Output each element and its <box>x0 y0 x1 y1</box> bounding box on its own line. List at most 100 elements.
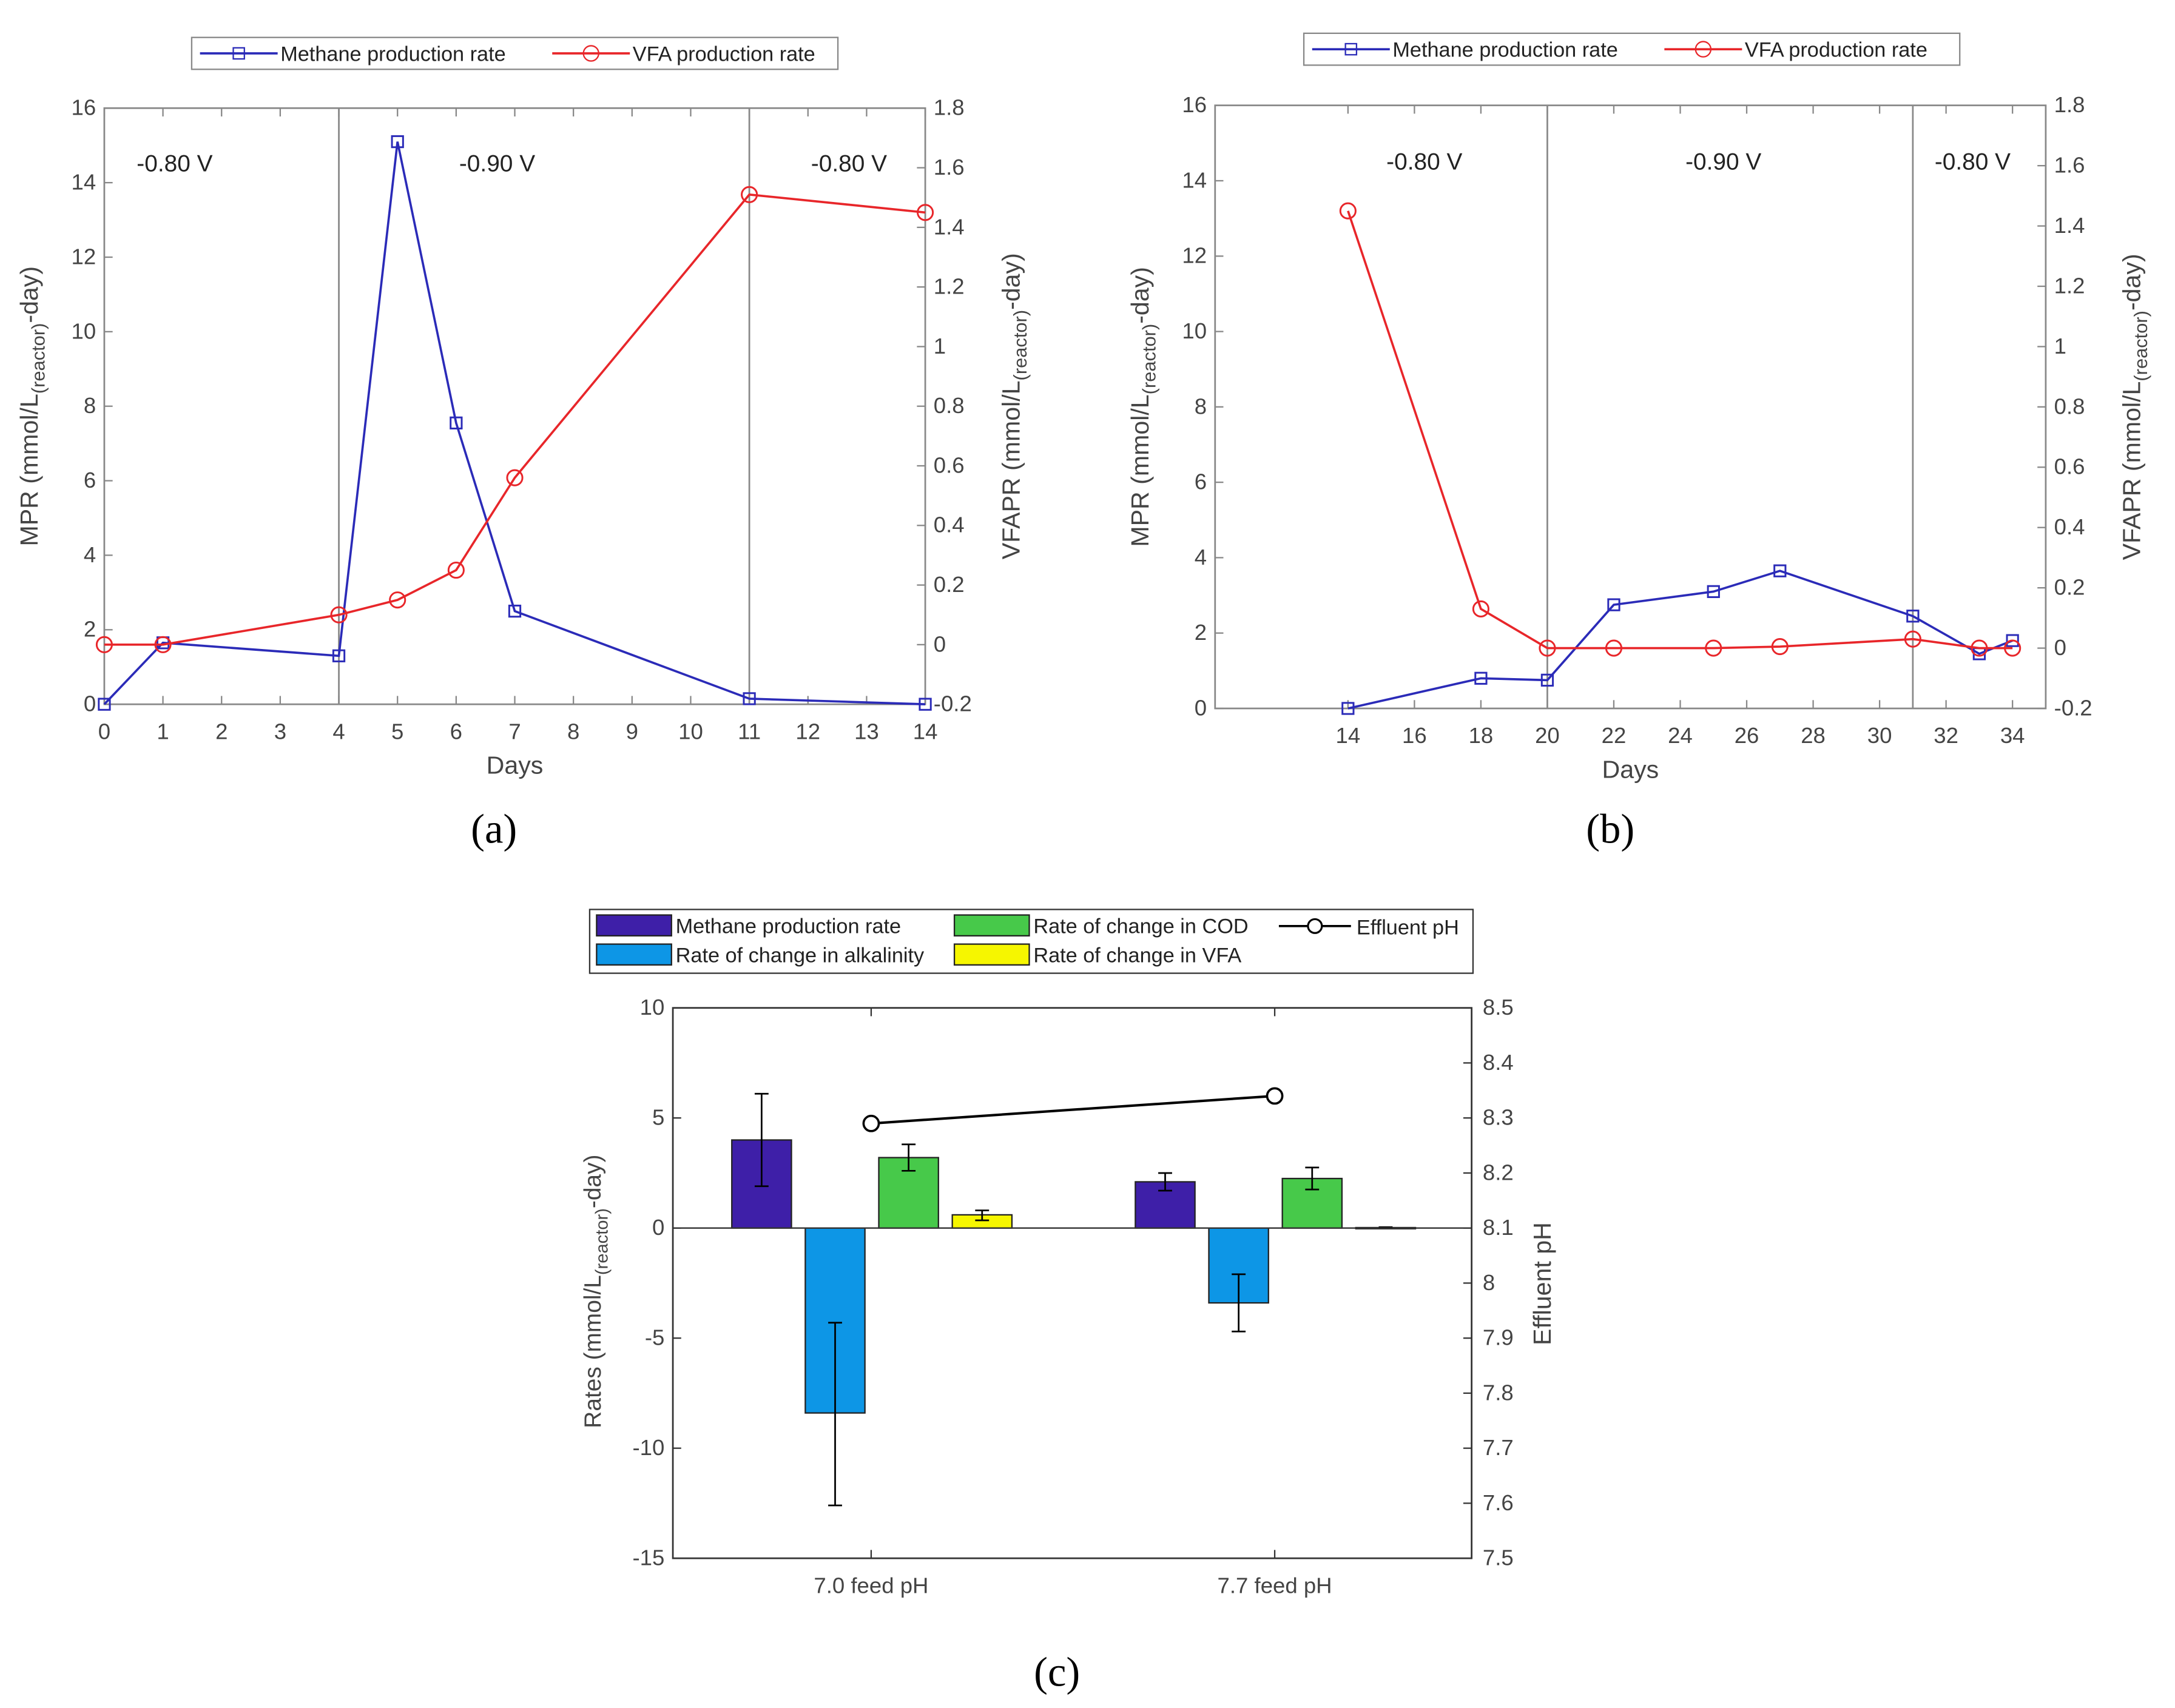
legend-swatch <box>596 914 672 936</box>
y2-tick-label: 7.9 <box>1483 1325 1514 1350</box>
legend-box <box>1303 32 1961 66</box>
y2-axis-label-sub: (reactor) <box>2130 311 2151 382</box>
y-axis-label: MPR (mmol/L(reactor)-day) <box>1126 267 1159 547</box>
x-tick-label: 30 <box>1867 723 1892 748</box>
y2-tick-label: 1.2 <box>934 274 965 299</box>
x-axis-label: Days <box>1602 755 1659 783</box>
x-tick-label: 22 <box>1602 723 1627 748</box>
data-point-marker <box>506 469 524 486</box>
x-tick-label: 7.0 feed pH <box>814 1573 928 1598</box>
plot-frame <box>103 107 926 705</box>
panel-c: -15 -10 -5 0 5 10 7.5 7.6 7.7 7.8 7.9 8 8.1 8.2 8.3 8.4… <box>580 909 1556 1598</box>
y2-axis-label-sub: (reactor) <box>1010 310 1031 381</box>
data-point-marker <box>389 591 406 609</box>
y-tick-label: 10 <box>1182 318 1207 343</box>
legend-circle-marker-icon <box>1694 41 1712 58</box>
y2-axis-label: VFAPR (mmol/L(reactor)-day) <box>997 253 1031 559</box>
data-point-marker <box>1472 600 1489 618</box>
y-axis-label: MPR (mmol/L(reactor)-day) <box>15 266 49 546</box>
x-tick-label: 14 <box>913 719 938 744</box>
data-point-marker <box>1971 639 1988 657</box>
data-point-marker <box>447 561 465 579</box>
y-tick-label: 10 <box>72 318 96 343</box>
y2-tick-label: 0.2 <box>2054 575 2085 600</box>
y-tick-label: 4 <box>84 542 96 567</box>
y2-tick-label: 0 <box>934 631 946 656</box>
x-tick-label: 13 <box>854 719 879 744</box>
data-point-marker <box>1339 202 1357 220</box>
y2-tick-label: 1.6 <box>2054 153 2085 178</box>
y2-tick-label: 0.8 <box>2054 394 2085 419</box>
y-tick-label: 0 <box>84 691 96 716</box>
data-point-marker <box>1904 630 1921 648</box>
ph-point-marker <box>1266 1087 1284 1105</box>
y2-axis-label-end: -day) <box>997 253 1025 310</box>
y-axis-label-end: -day) <box>1126 267 1154 324</box>
data-point-marker <box>1605 639 1623 657</box>
y2-tick-label: 1 <box>934 334 946 358</box>
y2-tick-label: 0.6 <box>934 452 965 477</box>
plot-frame <box>1214 104 2047 710</box>
y-axis-label-end: -day) <box>15 266 43 323</box>
y2-tick-label: 8.5 <box>1483 995 1514 1020</box>
data-point-marker <box>1773 564 1787 577</box>
legend-label: VFA production rate <box>1745 39 1927 62</box>
x-axis-label: Days <box>487 751 544 779</box>
data-point-marker <box>450 416 463 429</box>
legend-label: Methane production rate <box>280 43 505 66</box>
y-tick-label: 0 <box>652 1215 664 1240</box>
x-tick-label: 4 <box>332 719 345 744</box>
x-tick-label: 20 <box>1535 723 1560 748</box>
panel-b-caption: (b) <box>1586 806 1634 852</box>
x-tick-label: 14 <box>1336 723 1361 748</box>
legend-label: Rate of change in alkalinity <box>676 944 925 967</box>
x-tick-label: 5 <box>391 719 403 744</box>
y2-tick-label: 1.8 <box>2054 92 2085 117</box>
legend-box <box>588 909 1474 974</box>
x-tick-label: 8 <box>567 719 579 744</box>
x-tick-label: 6 <box>450 719 462 744</box>
panel-b: 14 16 18 20 22 24 26 28 30 32 340246810121416-0.20… <box>1126 32 2151 783</box>
y-tick-label: 8 <box>1195 394 1207 419</box>
data-point-marker <box>391 135 404 149</box>
legend-label: Rate of change in VFA <box>1033 944 1241 967</box>
y2-axis-label: Effluent pH <box>1528 1222 1556 1345</box>
y2-tick-label: 7.8 <box>1483 1380 1514 1405</box>
legend: Methane production rate VFA production ra… <box>1303 32 1961 66</box>
y2-tick-label: -0.2 <box>2054 695 2092 720</box>
data-point-marker <box>917 204 934 221</box>
data-point-marker <box>95 636 113 653</box>
x-tick-label: 3 <box>274 719 286 744</box>
y2-tick-label: 0.8 <box>934 393 965 418</box>
y2-tick-label: 1.8 <box>934 95 965 120</box>
y2-axis-label-main: VFAPR (mmol/L <box>997 380 1025 559</box>
x-tick-label: 7 <box>508 719 521 744</box>
y-tick-label: 2 <box>1195 620 1207 645</box>
data-point-marker <box>2006 634 2019 647</box>
data-point-marker <box>741 186 758 203</box>
x-tick-label: 12 <box>795 719 820 744</box>
y-tick-label: 6 <box>84 468 96 493</box>
y-axis-label: Rates (mmol/L(reactor)-day) <box>580 1155 612 1428</box>
voltage-annotation: -0.80 V <box>811 151 887 177</box>
legend: Methane production rate VFA production ra… <box>191 36 839 70</box>
legend-swatch <box>953 943 1030 966</box>
y2-axis-label: VFAPR (mmol/L(reactor)-day) <box>2117 254 2151 560</box>
data-point-marker <box>1341 702 1355 715</box>
legend-label: Methane production rate <box>1392 39 1617 62</box>
y-axis-label-main: MPR (mmol/L <box>1126 394 1154 546</box>
data-point-marker <box>1906 610 1920 623</box>
y2-tick-label: 7.7 <box>1483 1435 1514 1460</box>
data-point-marker <box>330 606 348 624</box>
x-tick-label: 18 <box>1469 723 1494 748</box>
legend-swatch <box>953 914 1030 936</box>
y-tick-label: 12 <box>72 244 96 269</box>
data-point-marker <box>1474 671 1488 685</box>
panel-a-caption: (a) <box>471 806 517 852</box>
plot-frame <box>672 1007 1473 1559</box>
y-axis-label-main: Rates (mmol/L <box>580 1275 606 1428</box>
panel-c-caption: (c) <box>1034 1649 1080 1695</box>
legend-label: VFA production rate <box>633 43 815 66</box>
y-tick-label: 16 <box>72 95 96 120</box>
